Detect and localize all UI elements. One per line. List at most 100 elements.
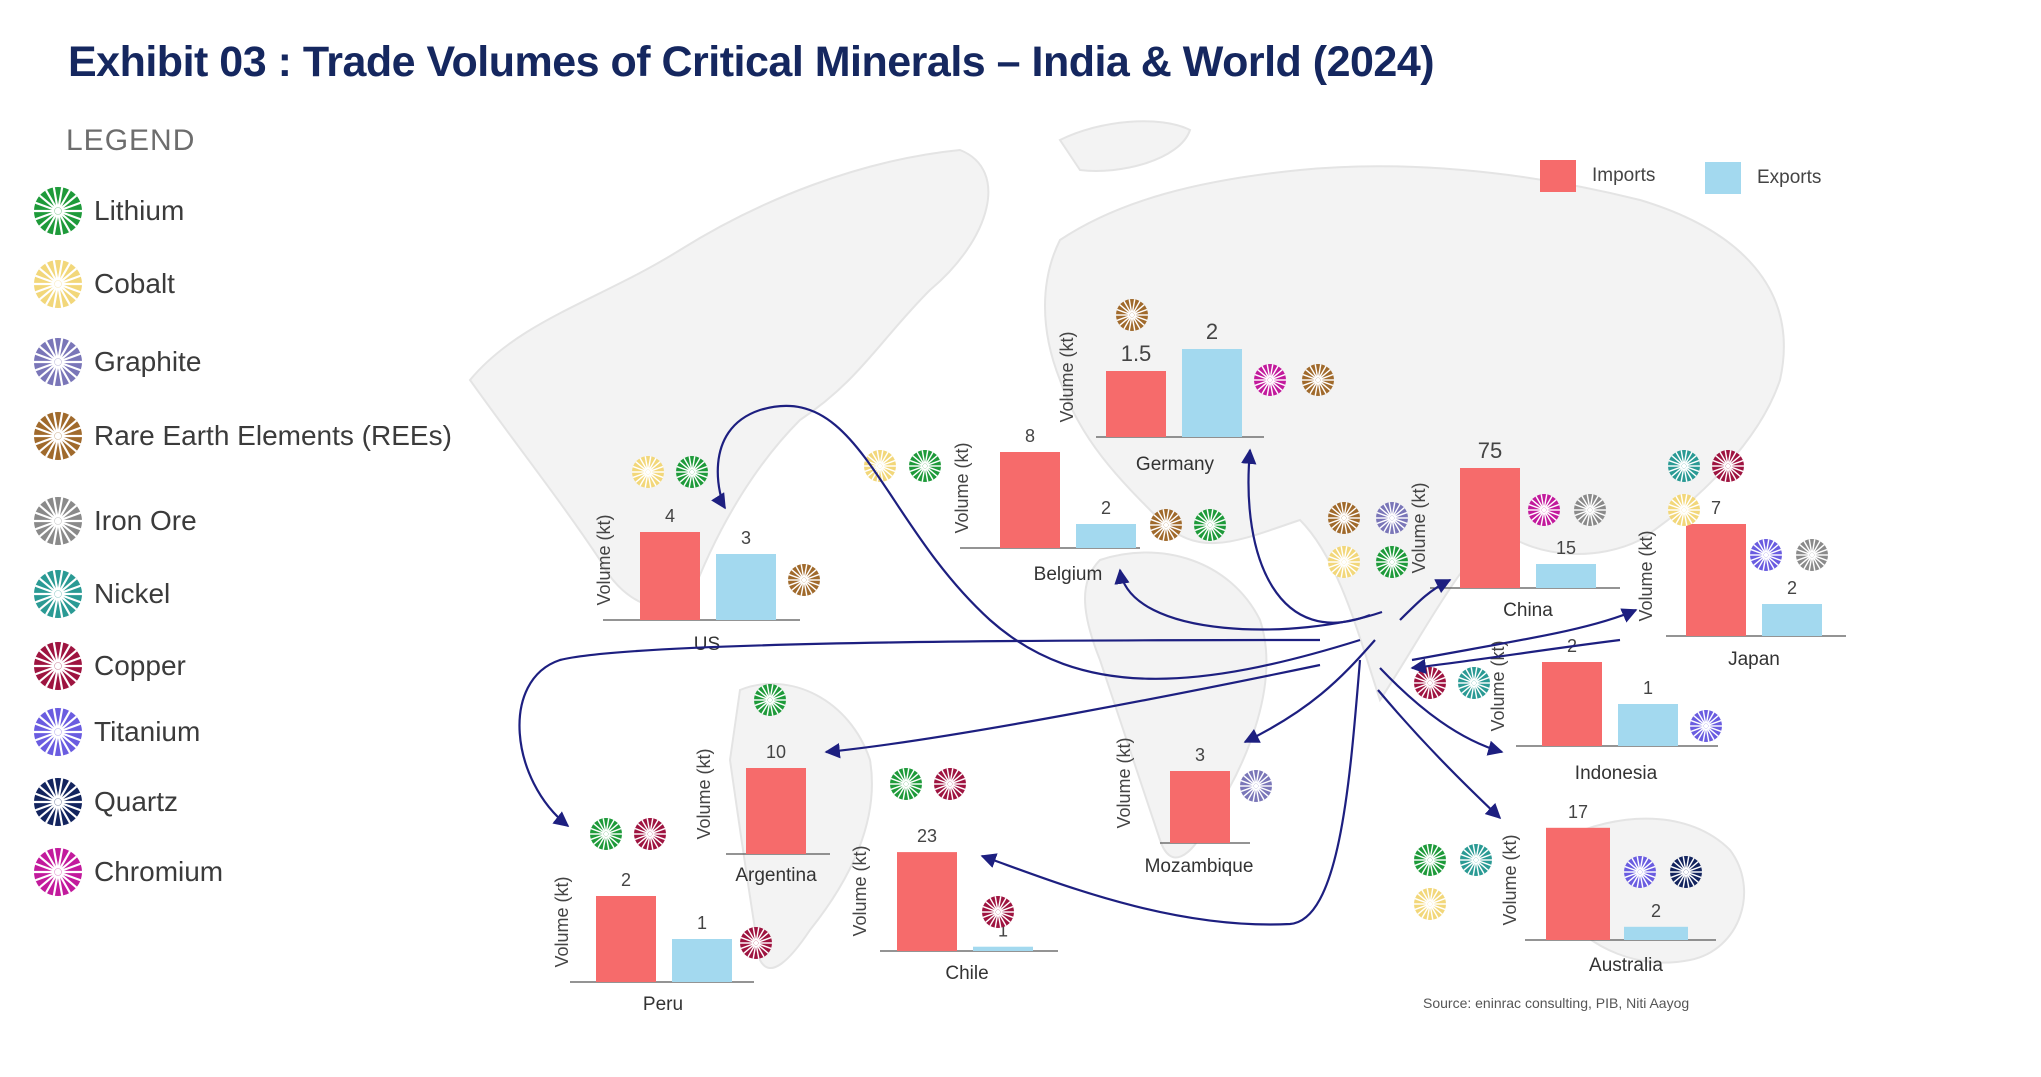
legend-item-titanium: Titanium [32,706,200,758]
country-chart-germany: 1.5 2 Germany Volume (kt) [1057,299,1334,475]
imports-bar-us [640,532,700,620]
legend-label: Titanium [94,716,201,747]
y-axis-label: Volume (kt) [850,845,870,936]
country-label: Argentina [735,865,817,886]
imports-bar-japan [1686,524,1746,636]
exports-value-label: 15 [1556,538,1576,558]
exports-bar-chile [973,946,1033,951]
imports-value-label: 10 [766,742,786,762]
imports-value-label: 23 [917,826,937,846]
country-label: Indonesia [1575,763,1658,784]
legend-label: Iron Ore [94,505,197,536]
legend-item-quartz: Quartz [32,776,178,828]
lithium-icon [676,456,708,488]
iron-icon [1574,494,1606,526]
legend-label: Nickel [94,578,171,609]
legend-item-chromium: Chromium [32,846,223,898]
titanium-icon [34,708,82,756]
cobalt-icon [1328,546,1360,578]
y-axis-label: Volume (kt) [1636,530,1656,621]
imports-bar-argentina [746,768,806,854]
chromium-burst [34,848,82,896]
y-axis-label: Volume (kt) [1409,482,1429,573]
rees-icon [1328,502,1360,534]
lithium-icon [590,818,622,850]
country-label: Chile [945,963,988,984]
cobalt-icon [864,450,896,482]
country-label: Germany [1136,454,1215,475]
nickel-icon [1458,667,1490,699]
cobalt-icon [632,456,664,488]
imports-value-label: 7 [1711,498,1721,518]
country-chart-belgium: 8 2 Belgium Volume (kt) [864,426,1226,585]
y-axis-label: Volume (kt) [552,876,572,967]
exports-key: Exports [1705,162,1821,194]
copper-icon [1712,450,1744,482]
legend-item-copper: Copper [32,640,186,692]
imports-key: Imports [1540,160,1655,192]
exports-bar-china [1536,564,1596,588]
trade-flow-arrow [1379,667,1504,756]
exports-value-label: 2 [1206,319,1218,344]
exports-bar-germany [1182,349,1242,437]
rees-icon [1116,299,1148,331]
country-label: China [1503,600,1553,621]
trade-flow-arrow [518,638,1321,827]
graphite-icon [1240,770,1272,802]
exports-value-label: 1 [1643,678,1653,698]
y-axis-label: Volume (kt) [952,442,972,533]
country-chart-chile: 23 1 Chile Volume (kt) [850,768,1058,984]
country-label: Australia [1589,955,1663,976]
trade-flow-arrow [1410,638,1621,675]
titanium-icon [1624,856,1656,888]
imports-value-label: 3 [1195,745,1205,765]
legend-item-nickel: Nickel [32,568,170,620]
exports-bar-australia [1624,926,1688,940]
legend-item-cobalt: Cobalt [32,258,175,310]
imports-bar-australia [1546,827,1610,940]
lithium-icon [1414,844,1446,876]
exports-value-label: 3 [741,528,751,548]
legend-item-lithium: Lithium [32,185,184,237]
legend-label: Quartz [94,786,179,817]
lithium-icon [754,684,786,716]
lithium-icon [34,187,82,235]
titanium-icon [1750,539,1782,571]
exports-key-label: Exports [1757,167,1822,188]
imports-bar-mozambique [1170,771,1230,843]
trade-flow-arrow [711,404,1361,680]
country-label: US [694,634,720,655]
trade-flow-arrow [1114,568,1383,631]
quartz-icon [1670,856,1702,888]
y-axis-label: Volume (kt) [694,748,714,839]
copper-icon [34,642,82,690]
quartz-burst [34,778,82,826]
y-axis-label: Volume (kt) [594,514,614,605]
country-chart-japan: 7 2 Japan Volume (kt) [1636,450,1846,670]
y-axis-label: Volume (kt) [1057,331,1077,422]
imports-bar-belgium [1000,452,1060,548]
country-label: Mozambique [1145,856,1254,877]
graphite-icon [34,338,82,386]
country-label: Belgium [1034,564,1103,585]
exports-value-label: 1 [998,921,1008,941]
exports-bar-us [716,554,776,620]
legend-item-graphite: Graphite [32,336,201,388]
copper-burst [34,642,82,690]
cobalt-icon [1414,888,1446,920]
imports-bar-china [1460,468,1520,588]
trade-flow-arrow [1377,689,1502,820]
imports-value-label: 4 [665,506,675,526]
legend-heading: LEGEND [66,124,196,157]
lithium-icon [890,768,922,800]
source-note: Source: eninrac consulting, PIB, Niti Aa… [1423,995,1690,1011]
nickel-icon [34,570,82,618]
country-chart-china: 75 15 China Volume (kt) [1328,438,1620,621]
y-axis-label: Volume (kt) [1114,737,1134,828]
country-chart-peru: 2 1 Peru Volume (kt) [552,818,772,1015]
iron-icon [34,497,82,545]
y-axis-label: Volume (kt) [1488,640,1508,731]
rees-icon [34,412,82,460]
lithium-icon [1194,509,1226,541]
nickel-icon [1460,844,1492,876]
